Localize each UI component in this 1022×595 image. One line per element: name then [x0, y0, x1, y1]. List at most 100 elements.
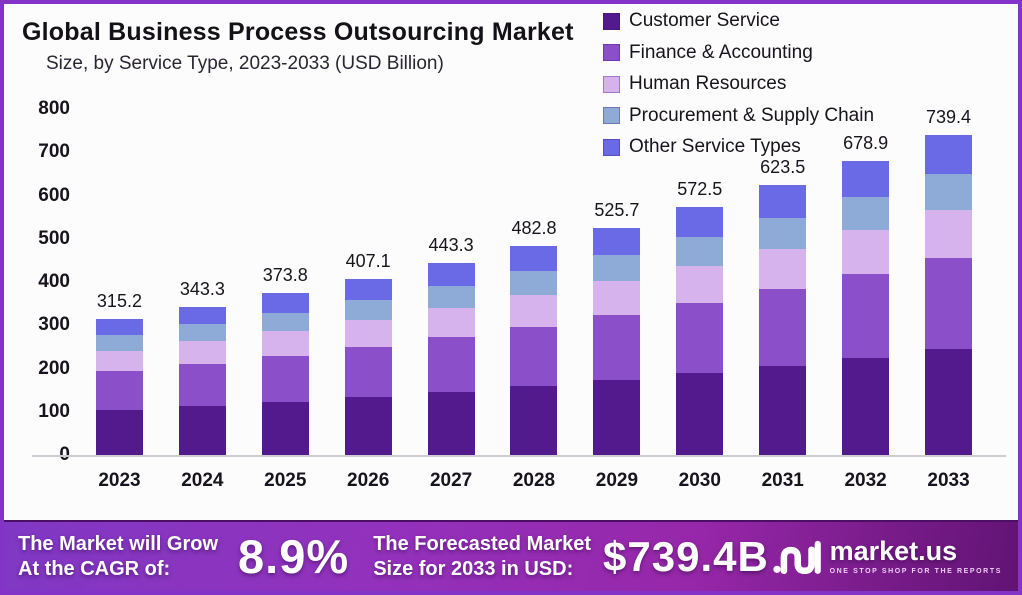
x-tick-label: 2027: [429, 470, 473, 491]
x-tick-label: 2025: [264, 470, 307, 491]
bar-segment-customer-service: [676, 373, 724, 455]
bar-group-2025: 373.8: [261, 109, 309, 455]
cagr-caption-line2: At the CAGR of:: [18, 557, 171, 580]
bar-total-label: 443.3: [428, 235, 474, 256]
cagr-value: 8.9%: [238, 530, 350, 583]
footer-banner: The Market will Grow At the CAGR of: 8.9…: [4, 520, 1018, 591]
bar-segment-human-resources: [178, 341, 226, 364]
bar-segment-finance-and-accounting: [676, 302, 724, 374]
legend-label: Procurement & Supply Chain: [629, 104, 875, 126]
x-tick: 2025: [262, 470, 309, 492]
bar-segment-other-service-types: [178, 306, 226, 325]
bar-group-2023: 315.2: [95, 109, 143, 455]
x-tick: 2027: [428, 470, 475, 492]
bar-segment-human-resources: [427, 308, 475, 338]
x-tick-label: 2032: [844, 470, 887, 491]
y-tick-label: 200: [38, 357, 70, 379]
legend-label: Finance & Accounting: [629, 41, 813, 63]
bar-group-2024: 343.3: [178, 109, 226, 455]
legend-swatch-icon: [603, 107, 620, 124]
bar-segment-human-resources: [344, 320, 392, 347]
plot-area: 315.2 343.3 373.8 407.1 443.3 482.8 525.7 572.5…: [78, 107, 990, 455]
legend-item-human-resources: Human Resources: [603, 73, 874, 95]
legend-item-customer-service: Customer Service: [603, 10, 874, 32]
brand-text: market.us ONE STOP SHOP FOR THE REPORTS: [829, 536, 1002, 576]
legend-swatch-icon: [603, 138, 620, 156]
bar-segment-procurement-and-supply-chain: [925, 173, 973, 211]
bar-segment-customer-service: [178, 406, 226, 455]
bar-segment-human-resources: [95, 350, 143, 372]
legend-swatch-icon: [603, 12, 620, 30]
x-tick-label: 2023: [98, 470, 141, 491]
bar-segment-human-resources: [842, 230, 890, 275]
bar-segment-human-resources: [593, 281, 641, 316]
bar-segment-finance-and-accounting: [842, 274, 890, 359]
bar-total-label: 739.4: [925, 107, 972, 128]
stacked-bar: [925, 135, 973, 455]
legend: Customer Service Finance & Accounting Huma…: [603, 10, 874, 168]
x-tick-label: 2029: [595, 470, 639, 491]
brand-tagline: ONE STOP SHOP FOR THE REPORTS: [829, 568, 1002, 575]
y-tick-label: 400: [38, 271, 70, 292]
bar-segment-customer-service: [344, 396, 392, 455]
legend-item-other-service-types: Other Service Types: [603, 136, 874, 158]
bar-segment-other-service-types: [676, 207, 724, 238]
marketus-logo-icon: [772, 540, 821, 574]
bar-segment-human-resources: [676, 265, 724, 303]
bar-group-2033: 739.4: [925, 107, 973, 455]
bar-segment-procurement-and-supply-chain: [759, 217, 807, 249]
bar-segment-other-service-types: [925, 135, 973, 174]
bar-segment-human-resources: [925, 210, 973, 259]
x-tick: 2030: [676, 470, 723, 492]
bar-segment-other-service-types: [427, 263, 475, 287]
bar-segment-finance-and-accounting: [593, 315, 641, 380]
x-axis-labels: 2023 2024 2025 2026 2027 2028 2029 2030 2031 2032…: [78, 470, 990, 492]
bar-segment-finance-and-accounting: [178, 363, 226, 406]
chart-area: Global Business Process Outsourcing Mark…: [4, 4, 1018, 520]
bar-segment-procurement-and-supply-chain: [95, 335, 143, 351]
x-tick: 2031: [759, 470, 806, 492]
bar-segment-procurement-and-supply-chain: [593, 254, 641, 282]
y-tick-label: 800: [38, 98, 70, 119]
stacked-bar: [676, 207, 724, 455]
bar-segment-other-service-types: [95, 318, 143, 336]
cagr-caption: The Market will Grow At the CAGR of:: [18, 532, 218, 581]
bar-segment-finance-and-accounting: [427, 337, 475, 392]
bar-total-label: 373.8: [262, 265, 308, 286]
x-tick: 2032: [842, 470, 889, 492]
y-tick-label: 0: [18, 444, 70, 466]
forecast-value: $739.4B: [603, 532, 769, 580]
bar-segment-other-service-types: [510, 246, 558, 272]
bar-segment-procurement-and-supply-chain: [676, 237, 724, 266]
bar-segment-other-service-types: [261, 293, 309, 313]
bar-total-label: 678.9: [843, 133, 889, 154]
x-tick: 2028: [510, 470, 557, 492]
y-tick-label: 100: [38, 400, 70, 422]
brand-name: market.us: [829, 536, 958, 566]
legend-swatch-icon: [603, 44, 620, 61]
x-tick-label: 2033: [927, 470, 970, 491]
bar-segment-procurement-and-supply-chain: [344, 300, 392, 321]
bar-segment-customer-service: [759, 366, 807, 455]
bar-group-2026: 407.1: [344, 109, 392, 455]
stacked-bar: [178, 306, 226, 455]
bar-segment-procurement-and-supply-chain: [427, 286, 475, 309]
legend-swatch-icon: [603, 75, 620, 93]
bar-segment-other-service-types: [842, 161, 890, 197]
bar-total-label: 525.7: [594, 199, 640, 220]
bar-segment-other-service-types: [759, 185, 807, 218]
bar-segment-other-service-types: [344, 278, 392, 301]
bar-group-2029: 525.7: [593, 109, 641, 455]
bar-segment-customer-service: [925, 349, 973, 455]
x-tick-label: 2028: [512, 470, 556, 491]
bar-segment-customer-service: [95, 410, 143, 455]
bar-total-label: 315.2: [96, 290, 142, 311]
bar-segment-human-resources: [261, 331, 309, 356]
chart-title: Global Business Process Outsourcing Mark…: [22, 18, 574, 46]
bar-segment-procurement-and-supply-chain: [510, 271, 558, 296]
bar-total-label: 572.5: [677, 179, 723, 200]
bar-group-2030: 572.5: [676, 109, 724, 455]
cagr-caption-line1: The Market will Grow: [18, 533, 219, 556]
bar-total-label: 623.5: [760, 157, 806, 178]
